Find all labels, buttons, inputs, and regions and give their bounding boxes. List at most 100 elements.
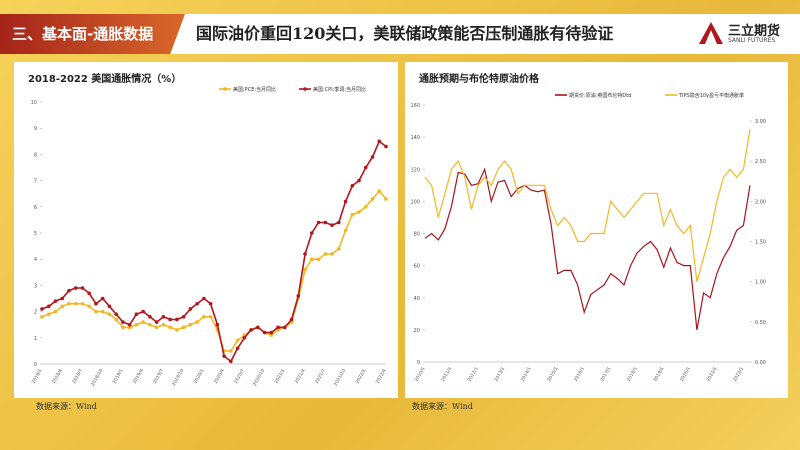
data-point [168,325,172,330]
series-line [41,189,387,352]
chart-title: 通胀预期与布伦特原油价格 [419,72,540,85]
data-point [100,296,105,301]
y-tick-label: 120 [410,167,420,173]
data-point [94,301,98,306]
data-point [60,296,65,301]
x-tick-label: 2020/1 [192,368,205,385]
x-tick-label: 2010/1 [414,366,427,383]
data-point [256,325,260,330]
data-point [336,220,341,225]
x-tick-label: 2019/4 [132,368,145,385]
y-tick-label: 7 [34,179,37,185]
chart: 通胀预期与布伦特原油价格 0 20 40 60 80 100 120 140 160 0.00 0.5… [410,72,766,383]
y-tick-label: 10 [31,100,37,106]
data-point [53,309,58,314]
data-point [310,231,314,235]
data-point [94,309,98,314]
data-point [276,325,280,330]
data-point [363,205,368,209]
data-point [121,325,125,330]
data-point [283,325,287,330]
data-point [235,346,240,351]
series-line [41,140,387,363]
x-tick-label: 2018/1 [626,366,639,383]
y-tick-label: 160 [410,103,420,109]
x-tick-label: 2019/10 [171,368,186,387]
x-tick-label: 2017/1 [599,366,612,383]
data-point [303,267,307,272]
chart-title: 2018-2022 美国通胀情况（%） [28,72,181,85]
data-point [323,220,328,225]
y-tick-label: 2 [34,310,37,316]
y2-tick-label: 1.00 [755,280,766,286]
data-point [202,296,206,301]
data-point [80,301,85,306]
data-point [316,220,321,225]
y-tick-label: 0 [34,362,37,368]
data-point [222,354,226,358]
data-point [357,178,361,183]
data-point [350,212,355,217]
series-line [424,167,751,331]
y2-tick-label: 2.50 [755,159,766,165]
data-point [208,301,213,306]
chart: 2018-2022 美国通胀情况（%） 0 1 2 3 4 5 6 7 8 9 10 2018/1 201… [28,72,388,387]
data-point [181,325,186,330]
data-point [73,286,78,290]
y-tick-label: 140 [410,135,420,141]
x-tick-label: 2012/1 [467,366,480,383]
x-tick-label: 2015/1 [546,366,559,383]
x-tick-label: 2020/4 [213,368,226,385]
data-point [188,322,193,327]
data-point [148,322,152,327]
data-point [141,309,145,314]
data-point [262,330,267,335]
data-point [235,338,240,343]
legend-marker [303,87,307,91]
y2-tick-label: 0.50 [755,320,766,326]
x-tick-label: 2018/1 [31,368,44,385]
data-point [276,328,280,332]
section-label: 三、基本面-通胀数据 [0,14,185,54]
x-tick-label: 2018/7 [71,368,84,385]
data-point [330,252,334,256]
legend-label: 美国:PCE:当月同比 [233,86,276,93]
y-tick-label: 60 [414,264,420,270]
data-point [323,252,328,256]
data-point [134,322,139,327]
legend-label: 期货价:原油:英国布伦特Dtd [569,92,631,99]
data-point [175,317,179,322]
y-tick-label: 1 [34,336,37,342]
data-point [370,155,375,159]
x-tick-label: 2021/10 [333,368,348,387]
x-tick-label: 2021/7 [314,368,327,385]
x-tick-label: 2022/1 [732,366,745,383]
data-point [229,359,233,364]
data-point [161,315,166,319]
x-tick-label: 2014/1 [520,366,533,383]
y2-tick-label: 1.50 [755,240,766,246]
data-point [242,336,247,340]
logo-sub: SANLI FUTURES [728,37,776,44]
x-tick-label: 2019/1 [112,368,125,385]
data-point [195,320,199,324]
x-tick-label: 2018/4 [51,368,64,385]
data-point [73,301,78,306]
data-point [330,223,334,227]
data-point [377,139,382,144]
x-tick-label: 2013/1 [493,366,506,383]
x-tick-label: 2019/1 [652,366,665,383]
data-point [127,325,132,330]
y-tick-label: 0 [417,360,420,366]
data-point [121,320,125,324]
data-point [87,304,92,309]
x-tick-label: 2022/4 [375,368,388,385]
data-point [229,349,233,353]
data-point [269,333,274,337]
y-tick-label: 9 [34,126,37,132]
data-point [289,317,294,322]
data-point [350,184,355,188]
x-tick-label: 2019/7 [152,368,165,385]
legend-marker [223,87,227,91]
